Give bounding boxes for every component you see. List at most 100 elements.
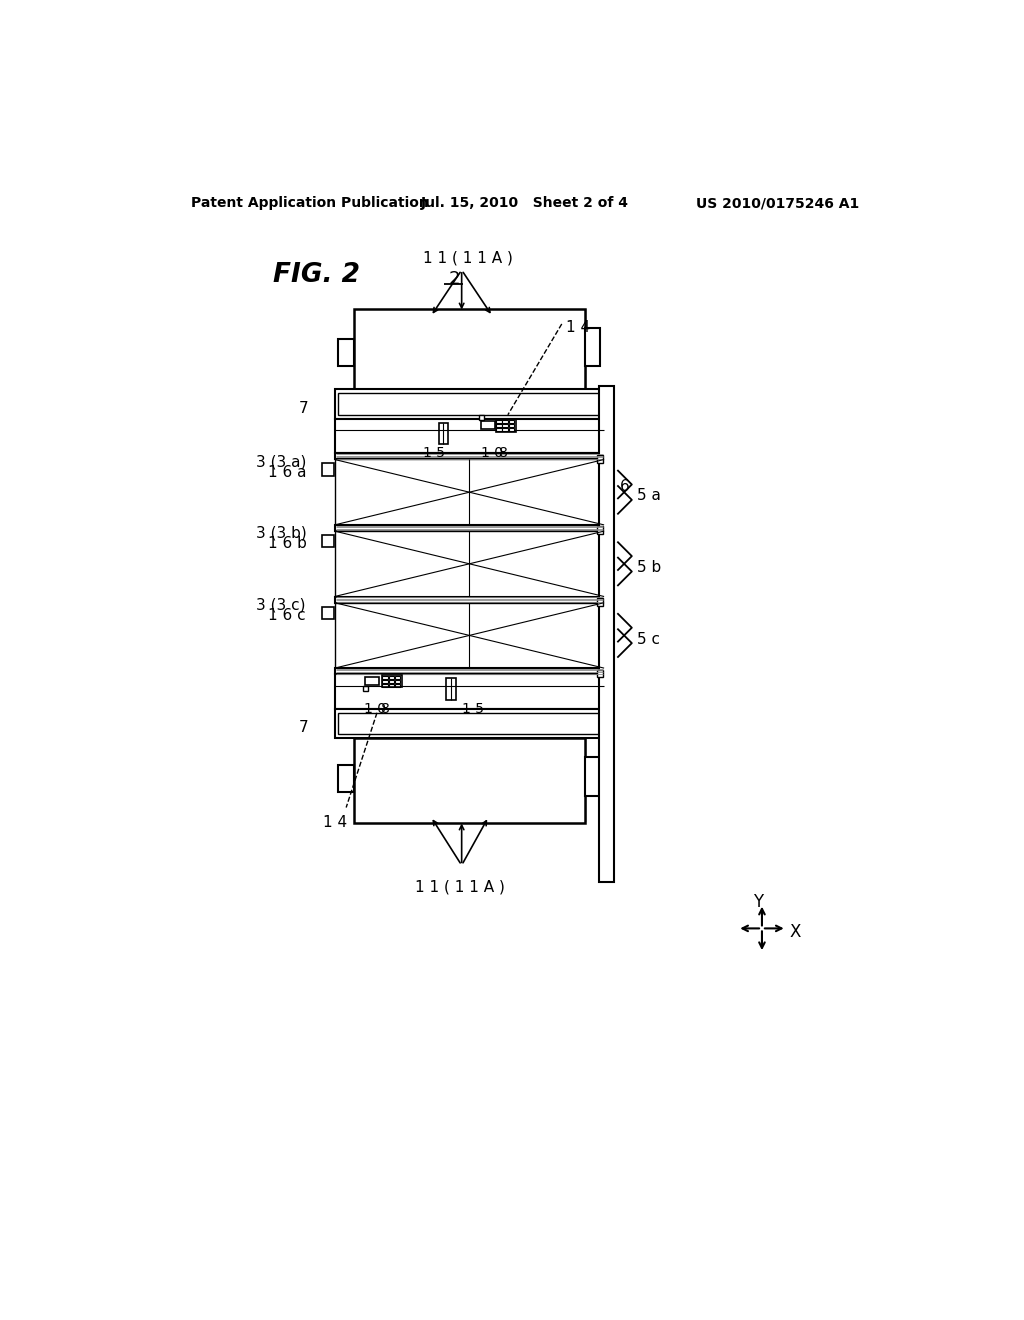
Bar — [441, 713, 443, 734]
Bar — [597, 455, 603, 462]
Bar — [511, 713, 513, 734]
Bar — [500, 739, 504, 822]
Bar — [387, 393, 389, 414]
Bar — [394, 676, 400, 678]
Bar — [382, 675, 401, 688]
Bar — [335, 675, 604, 709]
Bar — [389, 739, 393, 822]
Bar — [376, 309, 379, 388]
Bar — [335, 525, 604, 531]
Bar — [479, 739, 483, 822]
Text: 3 (3 a): 3 (3 a) — [256, 454, 306, 469]
Bar — [417, 739, 421, 822]
Bar — [388, 680, 394, 682]
Bar — [549, 739, 553, 822]
Bar — [339, 766, 354, 792]
Bar — [354, 393, 357, 414]
Bar — [575, 393, 578, 414]
Bar — [430, 393, 432, 414]
Bar — [335, 597, 604, 603]
Bar — [394, 680, 400, 682]
Text: 8: 8 — [381, 702, 390, 715]
Bar — [366, 393, 368, 414]
Bar — [496, 420, 515, 432]
Bar — [459, 739, 463, 822]
Bar — [397, 713, 400, 734]
Bar — [339, 393, 600, 414]
Bar — [388, 684, 394, 686]
Bar — [500, 713, 503, 734]
Bar — [438, 422, 447, 444]
Bar — [360, 393, 362, 414]
Text: 5 c: 5 c — [637, 631, 660, 647]
Bar — [538, 393, 541, 414]
Bar — [527, 713, 529, 734]
Bar — [322, 463, 334, 475]
Bar — [554, 713, 556, 734]
Text: 5 b: 5 b — [637, 560, 662, 576]
Bar — [360, 713, 362, 734]
Bar — [562, 309, 566, 388]
Bar — [425, 393, 427, 414]
Bar — [435, 713, 438, 734]
Bar — [577, 739, 581, 822]
Text: Patent Application Publication: Patent Application Publication — [190, 197, 428, 210]
Text: 1 4: 1 4 — [323, 816, 347, 830]
Bar — [559, 713, 562, 734]
Bar — [457, 713, 460, 734]
Bar — [509, 424, 514, 428]
Bar — [466, 309, 469, 388]
Text: 1 4: 1 4 — [565, 321, 590, 335]
Bar — [494, 309, 497, 388]
Bar — [521, 713, 524, 734]
Text: 1 1 ( 1 1 A ): 1 1 ( 1 1 A ) — [416, 879, 505, 894]
Bar — [544, 713, 546, 734]
Bar — [521, 739, 525, 822]
Bar — [371, 713, 373, 734]
Bar — [507, 739, 511, 822]
Bar — [354, 309, 358, 388]
Bar — [516, 713, 518, 734]
Bar — [532, 393, 535, 414]
Bar — [509, 420, 514, 424]
Bar — [409, 713, 411, 734]
Bar — [335, 389, 604, 418]
Bar — [468, 393, 470, 414]
Bar — [535, 309, 539, 388]
Bar — [452, 309, 456, 388]
Bar — [554, 393, 556, 414]
Bar — [489, 713, 492, 734]
Bar — [514, 739, 518, 822]
Bar — [565, 713, 567, 734]
Bar — [527, 393, 529, 414]
Bar — [587, 713, 589, 734]
Bar — [463, 713, 465, 734]
Bar — [349, 393, 351, 414]
Bar — [431, 739, 435, 822]
Bar — [424, 309, 428, 388]
Bar — [535, 739, 539, 822]
Bar — [581, 393, 584, 414]
Bar — [417, 309, 421, 388]
Bar — [376, 713, 379, 734]
Bar — [403, 739, 407, 822]
Bar — [425, 713, 427, 734]
Bar — [389, 309, 393, 388]
Bar — [459, 309, 463, 388]
Bar — [361, 309, 366, 388]
Bar — [528, 739, 531, 822]
Bar — [444, 739, 449, 822]
Bar — [521, 309, 525, 388]
Bar — [388, 676, 394, 678]
Bar — [419, 713, 422, 734]
Bar — [403, 393, 406, 414]
Bar — [438, 739, 441, 822]
Bar — [597, 598, 603, 606]
Bar — [486, 739, 490, 822]
Bar — [478, 393, 481, 414]
Bar — [495, 393, 497, 414]
Text: X: X — [790, 923, 801, 941]
Bar — [472, 739, 476, 822]
Bar — [503, 424, 508, 428]
Bar — [472, 309, 476, 388]
